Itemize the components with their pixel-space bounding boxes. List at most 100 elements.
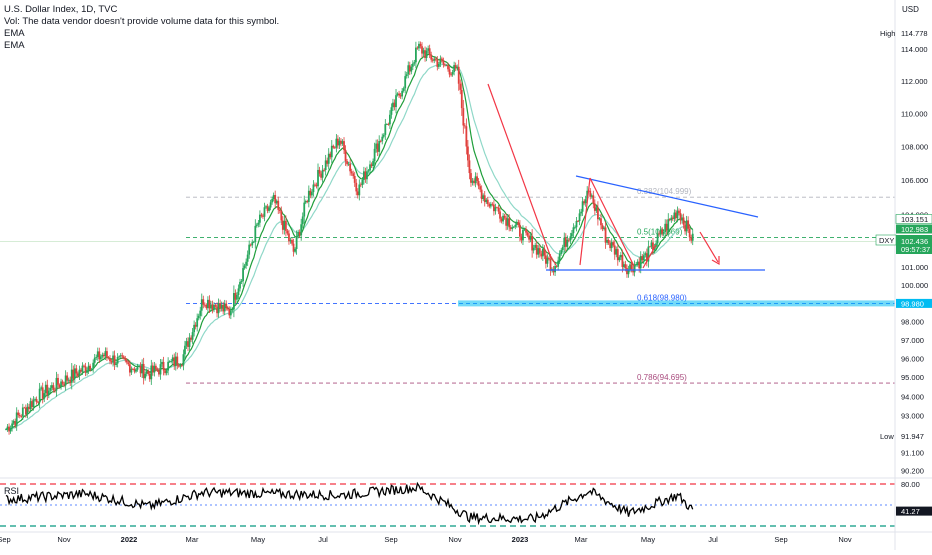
candle-body <box>491 203 494 205</box>
candle-body <box>278 209 281 211</box>
candle-body <box>407 65 410 75</box>
candle-body <box>320 173 322 178</box>
candle-body <box>314 184 316 186</box>
candle-body <box>21 407 24 417</box>
candle-body <box>627 269 630 275</box>
candle-body <box>554 266 556 273</box>
legend-ema-1[interactable]: EMA <box>4 28 25 39</box>
candle-body <box>262 215 264 217</box>
candle-body <box>476 176 478 182</box>
candle-body <box>206 299 209 309</box>
candle-body <box>89 365 92 370</box>
candle-body <box>425 50 428 58</box>
candle-body <box>17 412 20 416</box>
candle-body <box>499 211 501 219</box>
candle-body <box>668 219 671 221</box>
candle-body <box>486 199 489 205</box>
candle-body <box>603 227 605 230</box>
candle-body <box>671 217 674 219</box>
candle-body <box>343 141 345 150</box>
candle-body <box>584 199 587 204</box>
candle-body <box>106 351 108 358</box>
legend-volume-note: Vol: The data vendor doesn't provide vol… <box>4 16 280 27</box>
candle-body <box>390 107 393 115</box>
candle-body <box>454 65 457 69</box>
candle-body <box>489 203 492 207</box>
candle-body <box>260 214 263 216</box>
candle-body <box>179 365 182 367</box>
candle-body <box>670 217 673 221</box>
candle-body <box>332 145 335 148</box>
candle-body <box>598 218 601 220</box>
candle-body <box>242 268 244 282</box>
time-axis-label: Sep <box>774 535 787 544</box>
candle-body <box>355 182 358 192</box>
candle-body <box>202 299 205 305</box>
candle-body <box>644 253 647 256</box>
candle-body <box>531 236 534 251</box>
candle-body <box>664 223 667 232</box>
candle-body <box>257 222 260 225</box>
legend-ema-2[interactable]: EMA <box>4 40 25 51</box>
candle-body <box>70 369 73 383</box>
candle-body <box>523 229 526 230</box>
candle-body <box>269 202 272 208</box>
candle-body <box>416 47 419 49</box>
candle-body <box>281 220 284 230</box>
candle-body <box>32 399 35 408</box>
candle-body <box>254 225 257 242</box>
candle-body <box>87 365 90 371</box>
candle-body <box>168 361 171 363</box>
candle-body <box>142 363 145 379</box>
candle-body <box>265 206 267 208</box>
candle-body <box>520 236 523 241</box>
candle-body <box>115 363 118 365</box>
candle-body <box>291 240 293 244</box>
fib-618-tag-bg <box>896 298 932 308</box>
fib-618-tag: 98.980 <box>901 299 924 308</box>
candle-body <box>424 50 426 58</box>
candle-body <box>177 365 180 367</box>
candle-body <box>26 406 29 415</box>
candle-body <box>480 189 483 199</box>
legend-title[interactable]: U.S. Dollar Index, 1D, TVC <box>4 4 118 15</box>
candle-body <box>161 361 163 365</box>
candle-body <box>297 232 300 237</box>
candle-body <box>61 381 64 384</box>
candle-body <box>124 358 127 361</box>
candle-body <box>246 254 249 262</box>
candle-body <box>358 184 361 196</box>
candle-body <box>515 222 518 225</box>
red-zigzag-1 <box>549 254 557 266</box>
candle-body <box>350 171 353 174</box>
candle-body <box>456 66 459 69</box>
candle-body <box>404 76 407 89</box>
candle-body <box>673 212 676 219</box>
candle-body <box>144 373 147 379</box>
candle-body <box>447 65 449 70</box>
candle-body <box>104 351 107 357</box>
price-tick-label: 108.000 <box>901 143 928 152</box>
candle-body <box>538 248 541 254</box>
candle-body <box>482 195 485 199</box>
candle-body <box>34 399 36 400</box>
candle-body <box>338 140 341 146</box>
candle-body <box>210 304 212 309</box>
red-zigzag-3 <box>589 177 635 267</box>
candle-body <box>543 248 546 256</box>
candle-body <box>112 355 114 363</box>
time-axis-label: Nov <box>838 535 852 544</box>
candle-body <box>688 228 691 238</box>
candle-body <box>130 368 133 373</box>
candle-body <box>378 140 381 152</box>
candle-body <box>274 195 277 204</box>
ema-fast-tag-bg <box>895 214 932 224</box>
candle-body <box>526 232 529 236</box>
candle-body <box>633 264 636 273</box>
candle-body <box>151 365 154 373</box>
candle-body <box>121 355 124 357</box>
candle-body <box>563 237 566 247</box>
candle-body <box>558 253 561 261</box>
